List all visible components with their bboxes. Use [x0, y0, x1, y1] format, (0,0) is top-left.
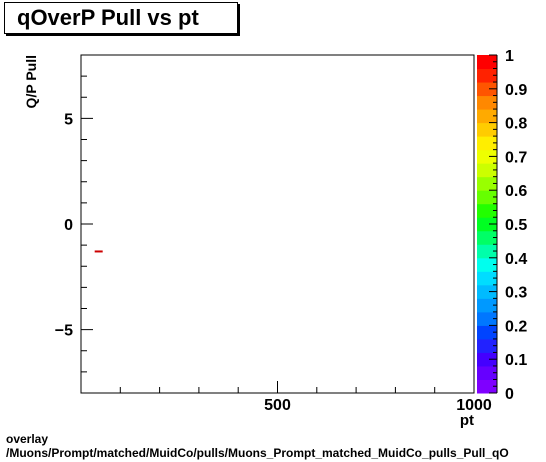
colorbar-band — [477, 298, 497, 313]
colorbar-tick-label: 0.7 — [505, 149, 527, 166]
colorbar: 0 0.1 0.2 0.3 0.4 0.5 0.6 0.7 0.8 0.9 1 — [477, 48, 527, 403]
x-tick-label: 500 — [264, 397, 291, 414]
x-axis-label: pt — [460, 412, 474, 429]
colorbar-band — [477, 190, 497, 205]
colorbar-band — [477, 379, 497, 394]
colorbar-band — [477, 352, 497, 367]
colorbar-band — [477, 311, 497, 326]
y-tick-label: 5 — [64, 111, 73, 128]
colorbar-band — [477, 325, 497, 340]
colorbar-band — [477, 271, 497, 286]
colorbar-band — [477, 203, 497, 218]
colorbar-band — [477, 244, 497, 259]
colorbar-tick-label: 0.4 — [505, 251, 527, 268]
y-axis-label: Q/P Pull — [23, 55, 39, 108]
colorbar-band — [477, 136, 497, 151]
x-tick-label: 1000 — [456, 397, 492, 414]
colorbar-band — [477, 230, 497, 245]
colorbar-band — [477, 217, 497, 232]
colorbar-tick-label: 0.3 — [505, 285, 527, 302]
colorbar-band — [477, 122, 497, 137]
colorbar-band — [477, 176, 497, 191]
y-axis-ticks: 5 0 −5 — [55, 75, 93, 373]
colorbar-tick-label: 0.8 — [505, 116, 527, 133]
chart-title: qOverP Pull vs pt — [4, 2, 238, 34]
y-tick-label: −5 — [55, 323, 73, 340]
colorbar-band — [477, 68, 497, 83]
footer-overlay: overlay — [6, 432, 49, 446]
colorbar-tick-label: 1 — [505, 48, 514, 65]
colorbar-band — [477, 149, 497, 164]
colorbar-tick-label: 0.1 — [505, 352, 527, 369]
colorbar-band — [477, 55, 497, 70]
plot-frame — [80, 54, 475, 394]
colorbar-band — [477, 338, 497, 353]
colorbar-band — [477, 284, 497, 299]
colorbar-band — [477, 163, 497, 178]
colorbar-band — [477, 257, 497, 272]
colorbar-tick-label: 0.2 — [505, 318, 527, 335]
colorbar-band — [477, 365, 497, 380]
colorbar-tick-label: 0.9 — [505, 82, 527, 99]
colorbar-tick-label: 0.6 — [505, 183, 527, 200]
footer-path: /Muons/Prompt/matched/MuidCo/pulls/Muons… — [6, 446, 509, 460]
y-tick-label: 0 — [64, 217, 73, 234]
colorbar-band — [477, 95, 497, 110]
colorbar-tick-label: 0.5 — [505, 217, 527, 234]
colorbar-band — [477, 109, 497, 124]
colorbar-tick-label: 0 — [505, 386, 514, 403]
x-axis-ticks: 500 1000 — [119, 381, 492, 414]
colorbar-band — [477, 82, 497, 97]
